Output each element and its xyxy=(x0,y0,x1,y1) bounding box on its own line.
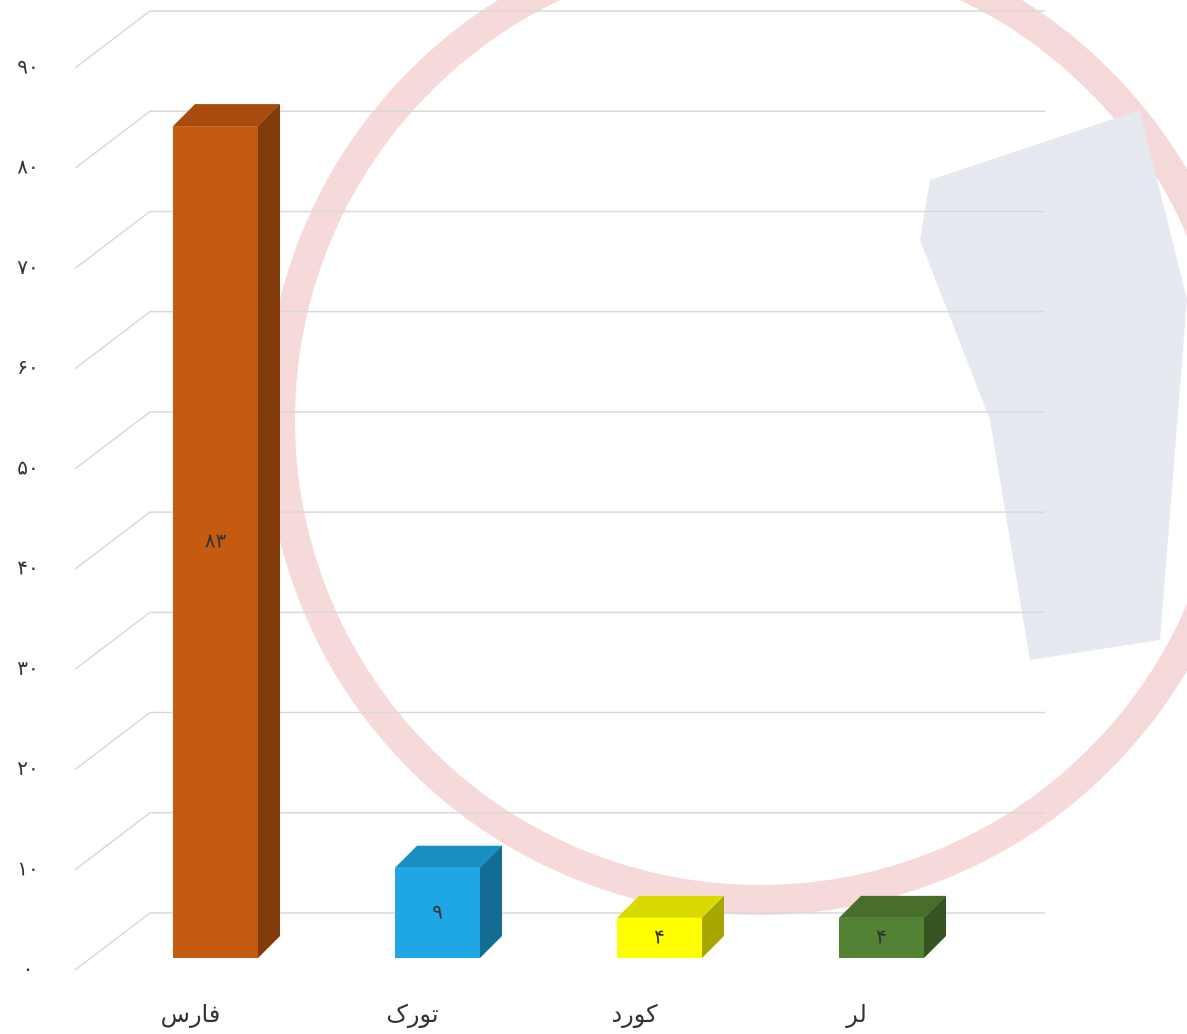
bar-top xyxy=(839,895,946,918)
bar-front xyxy=(617,917,702,958)
bar-front xyxy=(395,867,480,958)
value-label: ۴ xyxy=(876,924,887,948)
y-tick-label: ۶۰ xyxy=(17,355,38,379)
bar-front xyxy=(839,917,924,958)
value-label: ۸۳ xyxy=(205,529,227,553)
bar xyxy=(173,104,280,958)
value-label: ۹ xyxy=(432,899,443,923)
bar-side xyxy=(480,845,502,958)
bar-top xyxy=(173,104,280,127)
grid-line xyxy=(74,10,1045,69)
bar-side-shade xyxy=(480,845,502,958)
bar-side xyxy=(702,895,724,958)
bar-side-shade xyxy=(924,895,946,958)
x-tick-label: لر xyxy=(845,1000,867,1028)
y-tick-label: ۵۰ xyxy=(17,455,38,479)
bar-top-shade xyxy=(173,104,280,127)
y-tick-label: ۱۰ xyxy=(17,856,38,880)
grid-line xyxy=(74,511,1045,570)
bar-side xyxy=(924,895,946,958)
grid-line xyxy=(74,912,1045,971)
y-tick-label: ۸۰ xyxy=(17,155,38,179)
bar xyxy=(395,845,502,958)
x-tick-label: کورد xyxy=(611,1000,658,1028)
grid-line xyxy=(74,611,1045,670)
bar-side-shade xyxy=(702,895,724,958)
y-tick-label: ۲۰ xyxy=(17,756,38,780)
x-tick-label: فارس xyxy=(161,1000,221,1028)
grid-line xyxy=(74,411,1045,470)
bar-side xyxy=(258,104,280,958)
grid-line xyxy=(74,711,1045,771)
bar-top-shade xyxy=(839,895,946,918)
grid-line xyxy=(74,310,1045,370)
bar xyxy=(839,895,946,958)
bar-top-shade xyxy=(395,845,502,868)
x-tick-label: تورک xyxy=(386,1000,438,1028)
grid-line xyxy=(74,210,1045,270)
bar-top-shade xyxy=(617,895,724,918)
value-label: ۴ xyxy=(654,924,665,948)
bar xyxy=(617,895,724,958)
bar-top xyxy=(395,845,502,868)
y-tick-label: ۷۰ xyxy=(17,255,38,279)
bar-front xyxy=(173,126,258,958)
bar-top xyxy=(617,895,724,918)
watermark xyxy=(265,0,1187,915)
grid-line xyxy=(74,812,1045,871)
y-tick-label: ۳۰ xyxy=(17,656,38,680)
y-tick-label: ۹۰ xyxy=(17,55,38,79)
y-tick-label: ۰ xyxy=(23,957,34,981)
y-tick-label: ۴۰ xyxy=(17,556,38,580)
bar-side-shade xyxy=(258,104,280,958)
grid-line xyxy=(74,110,1045,169)
